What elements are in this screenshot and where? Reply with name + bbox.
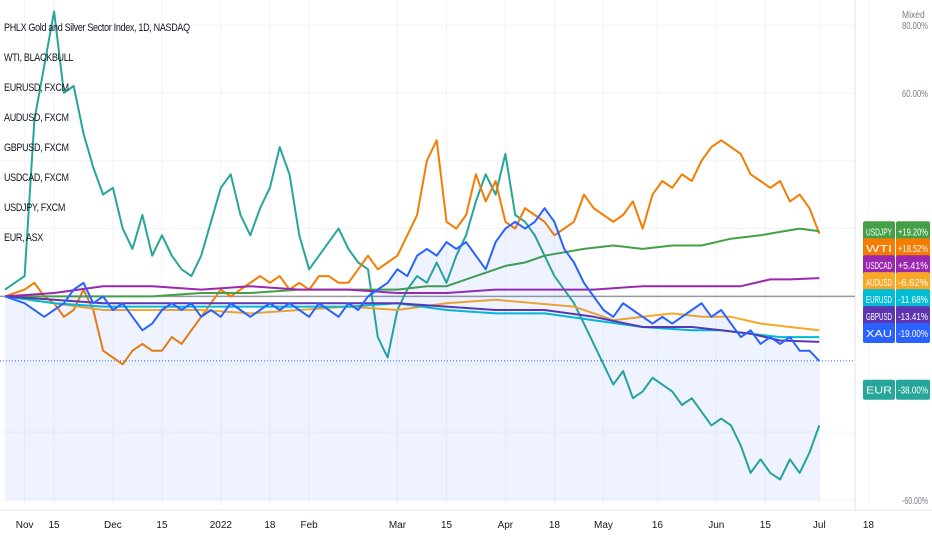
series-name-text: EUR — [866, 386, 892, 397]
x-tick-label: Feb — [301, 520, 319, 531]
y-tick-label: 80.00% — [902, 21, 928, 32]
series-line-xau — [4, 207, 821, 362]
series-price-label-audusd[interactable]: AUDUSD -6.62% — [863, 272, 930, 293]
series-value-tag — [896, 379, 930, 400]
series-name-tag — [863, 272, 895, 293]
legend-item-audusd[interactable]: AUDUSD, FXCM — [4, 112, 69, 124]
legend-item-eurusd[interactable]: EURUSD, FXCM — [4, 82, 69, 94]
series-name-tag — [863, 238, 895, 259]
x-tick-label: 15 — [156, 520, 168, 531]
x-tick-label: 15 — [760, 520, 772, 531]
series-value-tag — [896, 323, 930, 344]
x-tick-label: 18 — [264, 520, 276, 531]
series-name-tag — [863, 323, 895, 344]
series-value-tag — [896, 272, 930, 293]
x-tick-label: Apr — [498, 520, 514, 531]
legend-item-gbpusd[interactable]: GBPUSD, FXCM — [4, 142, 69, 154]
legend-item-main-symbol[interactable]: PHLX Gold and Silver Sector Index, 1D, N… — [4, 22, 190, 34]
x-tick-label: Nov — [16, 520, 34, 531]
x-tick-label: Jun — [708, 520, 724, 531]
series-name-tag — [863, 289, 895, 310]
legend: PHLX Gold and Silver Sector Index, 1D, N… — [4, 20, 231, 260]
series-name-tag — [863, 306, 895, 327]
x-tick-label: Jul — [813, 520, 826, 531]
x-tick-label: May — [594, 520, 613, 531]
series-name-text: USDCAD — [866, 261, 892, 272]
series-name-text: USDJPY — [866, 227, 892, 238]
series-name-text: AUDUSD — [866, 278, 892, 289]
x-tick-label: 15 — [441, 520, 453, 531]
series-price-label-usdcad[interactable]: USDCAD +5.41% — [863, 255, 930, 276]
series-value-text: -38.00% — [898, 386, 928, 397]
series-price-label-eurusd[interactable]: EURUSD -11.68% — [863, 289, 930, 310]
series-value-text: -13.41% — [898, 312, 928, 323]
y-tick-label: 60.00% — [902, 89, 928, 100]
series-name-text: EURUSD — [866, 295, 892, 306]
series-price-label-usdjpy[interactable]: USDJPY +19.20% — [863, 221, 930, 242]
series-value-text: +18.52% — [898, 244, 928, 255]
series-value-tag — [896, 289, 930, 310]
series-name-text: XAU — [866, 329, 892, 340]
series-line-gbpusd — [4, 295, 820, 343]
legend-item-wti[interactable]: WTI, BLACKBULL — [4, 52, 74, 64]
series-name-text: GBPUSD — [866, 312, 892, 323]
x-tick-label: 2022 — [210, 520, 233, 531]
series-value-text: -6.62% — [898, 278, 928, 289]
price-scale-mode-label[interactable]: Mixed — [902, 10, 925, 21]
series-name-text: WTI — [866, 244, 892, 255]
series-value-text: -19.00% — [898, 329, 928, 340]
series-area-xau — [5, 208, 820, 500]
legend-item-usdcad[interactable]: USDCAD, FXCM — [4, 172, 69, 184]
x-tick-label: 18 — [863, 520, 875, 531]
x-tick-label: 18 — [549, 520, 561, 531]
series-value-text: +5.41% — [898, 261, 928, 272]
series-line-usdcad — [4, 277, 820, 298]
series-line-usdjpy — [5, 227, 820, 298]
series-price-label-gbpusd[interactable]: GBPUSD -13.41% — [863, 306, 930, 327]
series-line-audusd — [4, 295, 820, 332]
series-price-label-wti[interactable]: WTI +18.52% — [863, 238, 930, 259]
series-price-label-eur[interactable]: EUR -38.00% — [863, 379, 930, 400]
series-value-tag — [896, 221, 930, 242]
series-line-wti — [4, 139, 821, 366]
series-name-tag — [863, 221, 895, 242]
series-value-text: +19.20% — [898, 227, 928, 238]
x-tick-label: Mar — [389, 520, 407, 531]
x-tick-label: 16 — [652, 520, 664, 531]
series-line-eur — [4, 10, 821, 481]
series-name-tag — [863, 379, 895, 400]
series-value-tag — [896, 238, 930, 259]
y-tick-label: -60.00% — [902, 496, 928, 507]
series-price-label-xau[interactable]: XAU -19.00% — [863, 323, 930, 344]
series-value-tag — [896, 306, 930, 327]
x-tick-label: Dec — [104, 520, 122, 531]
series-name-tag — [863, 255, 895, 276]
series-value-tag — [896, 255, 930, 276]
series-value-text: -11.68% — [898, 295, 928, 306]
legend-item-usdjpy[interactable]: USDJPY, FXCM — [4, 202, 66, 214]
legend-item-eur-asx[interactable]: EUR, ASX — [4, 232, 43, 244]
x-tick-label: 15 — [48, 520, 60, 531]
